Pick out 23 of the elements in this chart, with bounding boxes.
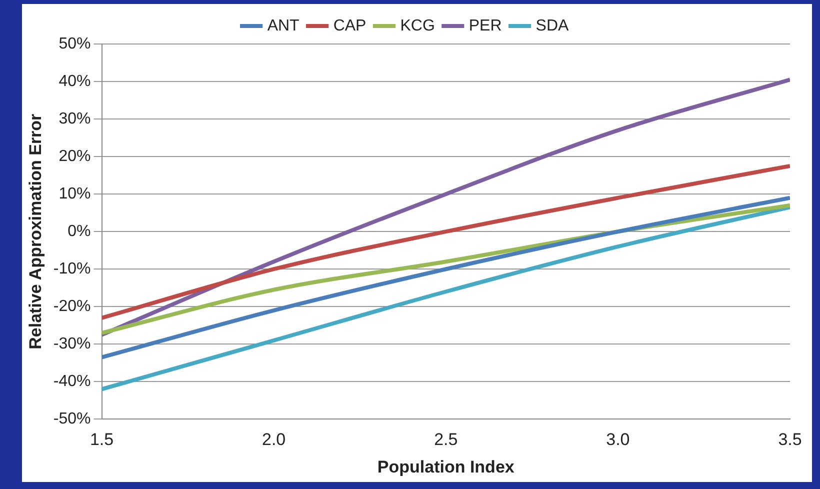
- y-tick-label: -30%: [53, 336, 91, 353]
- legend-label: KCG: [400, 17, 435, 34]
- legend-label: ANT: [267, 17, 300, 34]
- x-tick-label: 1.5: [90, 430, 114, 450]
- y-tick-label: -50%: [53, 410, 91, 428]
- y-tick-label: 20%: [58, 148, 91, 165]
- y-axis-title: Relative Approximation Error: [26, 113, 45, 350]
- legend-label: SDA: [536, 17, 570, 34]
- y-tick-label: 10%: [58, 185, 91, 202]
- y-tick-label: -10%: [53, 260, 91, 278]
- x-tick-label: 2.0: [262, 430, 286, 450]
- x-tick-label: 3.5: [778, 430, 802, 450]
- y-tick-label: 50%: [58, 35, 91, 52]
- x-tick-label: 2.5: [434, 430, 458, 450]
- y-tick-label: 30%: [58, 110, 91, 128]
- legend-label: CAP: [333, 17, 366, 34]
- y-tick-label: 40%: [58, 72, 91, 90]
- x-axis-title: Population Index: [377, 457, 515, 476]
- y-tick-label: 0%: [68, 223, 91, 240]
- legend-label: PER: [468, 17, 502, 34]
- y-tick-label: -20%: [53, 298, 91, 316]
- y-tick-label: -40%: [53, 373, 91, 390]
- x-tick-label: 3.0: [606, 430, 630, 450]
